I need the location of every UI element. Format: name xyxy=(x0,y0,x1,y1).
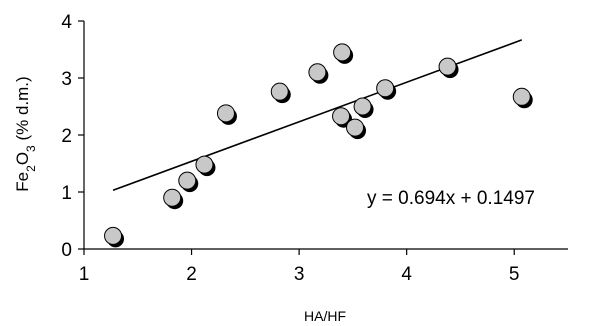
data-point-marker xyxy=(196,156,213,173)
data-point-marker xyxy=(309,64,326,81)
data-point xyxy=(513,88,533,108)
y-axis-title-post: (% d.m.) xyxy=(13,76,32,145)
data-point xyxy=(354,98,374,118)
trendline-equation: y = 0.694x + 0.1497 xyxy=(367,188,535,209)
y-tick-label: 1 xyxy=(61,183,72,204)
x-ticks: 1 2 3 4 5 xyxy=(79,249,520,285)
y-tick-label: 0 xyxy=(61,240,72,261)
x-tick-label: 3 xyxy=(294,264,305,285)
x-tick-label: 2 xyxy=(186,264,197,285)
data-point-marker xyxy=(105,227,122,244)
y-tick-label: 2 xyxy=(61,126,72,147)
x-axis-title: HA/HF xyxy=(304,308,346,324)
x-tick-label: 5 xyxy=(509,264,520,285)
x-tick-label: 4 xyxy=(401,264,412,285)
y-tick-label: 3 xyxy=(61,69,72,90)
data-point xyxy=(105,227,125,247)
trendline xyxy=(113,40,522,190)
data-point xyxy=(377,80,397,100)
data-point-marker xyxy=(347,119,364,136)
data-point xyxy=(334,44,354,64)
data-points xyxy=(105,44,533,248)
data-point-marker xyxy=(164,189,181,206)
data-point-marker xyxy=(439,58,456,75)
data-point xyxy=(196,156,216,176)
y-axis-title-mid: O xyxy=(13,152,32,165)
data-point-marker xyxy=(271,83,288,100)
data-point xyxy=(217,105,237,125)
data-point xyxy=(164,189,184,209)
data-point-marker xyxy=(354,98,371,115)
data-point-marker xyxy=(333,108,350,125)
data-point-marker xyxy=(217,105,234,122)
data-point-marker xyxy=(377,80,394,97)
data-point xyxy=(439,58,459,78)
data-point-marker xyxy=(334,44,351,61)
data-point xyxy=(271,83,291,103)
y-tick-label: 4 xyxy=(61,12,72,33)
data-point-marker xyxy=(513,88,530,105)
data-point xyxy=(347,119,367,139)
data-point xyxy=(309,64,329,84)
y-axis-title-pre: Fe xyxy=(13,172,32,192)
data-point xyxy=(179,172,199,192)
x-tick-label: 1 xyxy=(79,264,90,285)
data-point-marker xyxy=(179,172,196,189)
y-axis-title: Fe2O3 (% d.m.) xyxy=(13,76,38,191)
y-ticks: 0 1 2 3 4 xyxy=(61,12,84,261)
